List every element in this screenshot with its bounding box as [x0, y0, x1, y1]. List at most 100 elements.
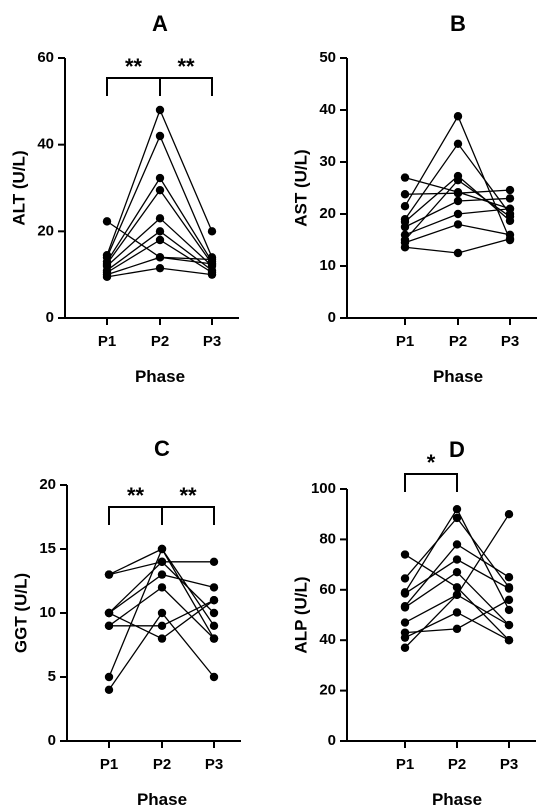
- data-point: [452, 540, 462, 549]
- data-point: [453, 112, 463, 121]
- significance-bracket: [161, 506, 215, 525]
- chart-panel-b: B 0 10 20 30 40 50 P1 P2 P3 Phase AST (U/L): [291, 11, 537, 386]
- data-point: [504, 605, 514, 615]
- y-tick-label: 100: [311, 480, 336, 497]
- y-tick-label: 0: [46, 309, 54, 326]
- data-point: [453, 209, 463, 219]
- x-tick-label: P1: [396, 756, 414, 773]
- y-tick-label: 20: [37, 222, 54, 239]
- data-point: [453, 139, 463, 148]
- data-point: [207, 270, 217, 279]
- x-tick-label: P2: [448, 756, 466, 773]
- x-tick-label: P2: [151, 333, 169, 350]
- series-line: [404, 594, 510, 649]
- data-point: [400, 190, 410, 199]
- significance-bracket: [404, 473, 458, 492]
- data-point: [155, 253, 165, 262]
- data-point: [504, 584, 514, 593]
- series-line: [106, 189, 213, 265]
- data-point: [452, 624, 462, 634]
- y-tick-label: 80: [319, 530, 336, 547]
- data-point: [102, 217, 112, 226]
- data-point: [504, 595, 514, 605]
- y-tick-label: 50: [319, 49, 336, 66]
- data-point: [155, 173, 165, 183]
- y-tick-label: 40: [319, 631, 336, 648]
- data-point: [453, 248, 463, 258]
- significance-bracket: [159, 77, 213, 96]
- data-point: [157, 634, 167, 643]
- panel-title: D: [449, 437, 465, 462]
- data-point: [157, 621, 167, 630]
- y-tick-label: 15: [39, 540, 56, 557]
- data-point: [453, 189, 463, 198]
- panel-title: B: [450, 11, 466, 36]
- data-point: [155, 263, 165, 273]
- data-point: [400, 643, 410, 652]
- data-point: [209, 583, 219, 592]
- x-tick-label: P2: [449, 333, 467, 350]
- data-point: [155, 131, 165, 141]
- y-tick-label: 0: [328, 732, 336, 749]
- x-tick-label: P2: [153, 756, 171, 773]
- y-tick-label: 0: [48, 732, 56, 749]
- series-line: [404, 516, 510, 588]
- data-point: [157, 608, 167, 618]
- y-tick-label: 0: [328, 309, 336, 326]
- significance-label: **: [177, 54, 195, 79]
- data-point: [157, 583, 167, 592]
- x-tick-label: P3: [203, 333, 221, 350]
- data-point: [104, 621, 114, 630]
- data-point: [505, 234, 515, 244]
- y-axis-label: GGT (U/L): [11, 573, 30, 653]
- data-point: [104, 672, 114, 682]
- data-point: [452, 504, 462, 514]
- x-axis-label: Phase: [137, 790, 187, 809]
- data-point: [102, 272, 112, 282]
- data-point: [157, 570, 167, 579]
- y-tick-label: 10: [39, 604, 56, 621]
- x-tick-label: P1: [98, 333, 116, 350]
- x-axis-label: Phase: [433, 367, 483, 386]
- chart-panel-c: C 0 5 10 15 20 P1 P2 P3 Phase GGT (U/L) ** **: [11, 436, 241, 809]
- data-point: [400, 202, 410, 211]
- y-tick-label: 20: [319, 205, 336, 222]
- data-point: [505, 185, 515, 195]
- y-tick-label: 5: [48, 668, 56, 685]
- y-tick-label: 20: [39, 476, 56, 493]
- data-point: [400, 173, 410, 182]
- data-point: [155, 227, 165, 236]
- data-point: [504, 620, 514, 630]
- data-point: [155, 235, 165, 245]
- y-tick-label: 20: [319, 682, 336, 699]
- data-point: [104, 685, 114, 694]
- data-point: [207, 255, 217, 264]
- data-point: [209, 621, 219, 630]
- data-point: [453, 176, 463, 185]
- data-point: [207, 227, 217, 236]
- y-axis-label: AST (U/L): [291, 149, 310, 226]
- y-tick-label: 40: [37, 136, 54, 153]
- data-point: [104, 608, 114, 618]
- data-point: [400, 618, 410, 627]
- data-point: [209, 557, 219, 566]
- series-line: [108, 599, 215, 640]
- data-point: [209, 596, 219, 605]
- x-tick-label: P3: [501, 333, 519, 350]
- data-point: [400, 633, 410, 642]
- data-point: [505, 194, 515, 203]
- data-point: [452, 555, 462, 564]
- data-point: [400, 603, 410, 612]
- chart-panel-d: D 0 20 40 60 80 100 P1 P2 P3 Phase ALP (U/L) *: [291, 437, 536, 809]
- y-axis-label: ALP (U/L): [291, 576, 310, 653]
- significance-label: **: [125, 54, 143, 79]
- x-axis-label: Phase: [432, 790, 482, 809]
- significance-label: *: [427, 450, 436, 475]
- data-point: [400, 574, 410, 583]
- data-point: [400, 243, 410, 252]
- data-point: [155, 185, 165, 195]
- panel-title: A: [152, 11, 168, 36]
- significance-bracket: [108, 506, 163, 525]
- data-point: [400, 550, 410, 559]
